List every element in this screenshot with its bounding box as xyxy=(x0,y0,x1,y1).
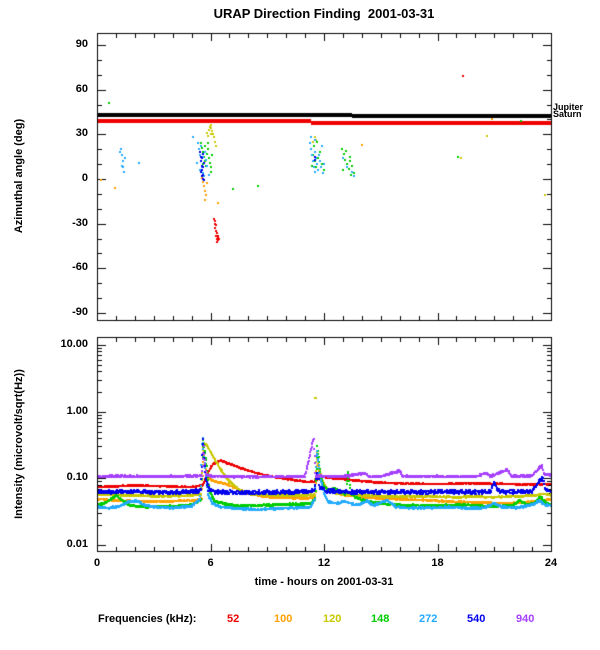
chart-title: URAP Direction Finding 2001-03-31 xyxy=(213,6,435,21)
x-axis-label: time - hours on 2001-03-31 xyxy=(254,576,394,588)
legend-title: Frequencies (kHz): xyxy=(98,613,197,625)
azimuth-y-axis-label: Azimuthal angle (deg) xyxy=(13,118,25,234)
intensity-y-axis-label: Intensity (microvolt/sqrt(Hz)) xyxy=(13,369,25,519)
saturn-line-label: Saturn xyxy=(553,109,582,119)
jupiter-line-label: Jupiter xyxy=(553,102,584,112)
